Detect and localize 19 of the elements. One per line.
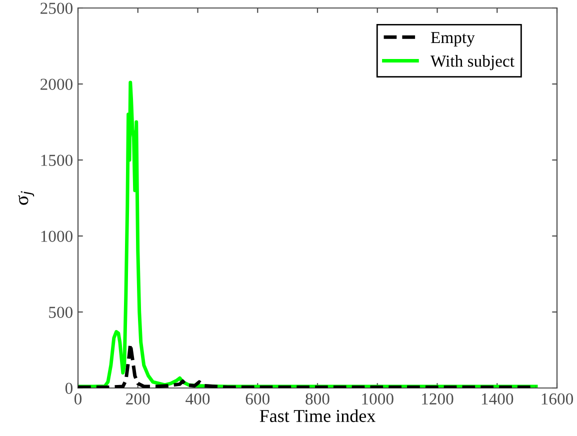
x-tick-label: 1000: [362, 393, 394, 405]
x-tick-label: 1400: [482, 393, 514, 405]
x-tick-label: 1200: [422, 393, 454, 405]
y-tick-label: 1000: [41, 230, 73, 242]
x-tick-label: 1600: [542, 393, 574, 405]
y-tick-label: 2000: [40, 78, 73, 90]
legend-label: With subject: [430, 55, 514, 70]
y-tick-label: 0: [65, 382, 73, 394]
x-tick-label: 200: [126, 393, 150, 405]
legend-label: Empty: [430, 32, 475, 47]
x-tick-label: 0: [74, 393, 82, 405]
x-tick-label: 600: [246, 393, 270, 405]
y-tick-label: 1500: [41, 154, 73, 166]
y-axis-title: σ$_{j}$: [18, 191, 34, 205]
y-tick-label: 500: [49, 306, 73, 318]
x-axis-title: Fast Time index: [260, 409, 376, 422]
x-tick-label: 800: [306, 393, 330, 405]
y-tick-label: 2500: [40, 2, 73, 14]
x-tick-label: 400: [186, 393, 210, 405]
